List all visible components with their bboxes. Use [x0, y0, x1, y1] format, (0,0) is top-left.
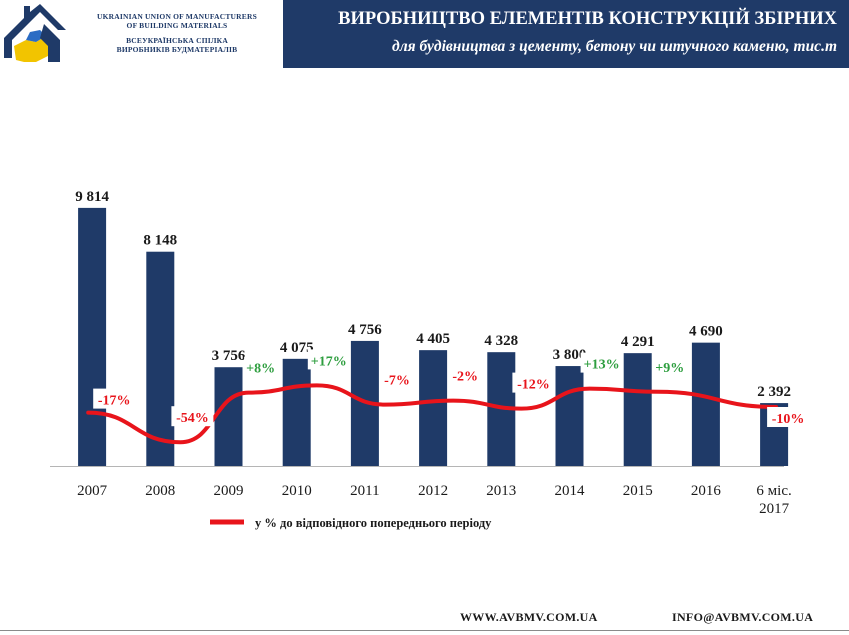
bar-value-label-2: 3 756 [212, 348, 246, 364]
percent-change-line [86, 383, 779, 445]
logo-en-line-1: UKRAINIAN UNION OF MANUFACTURERS [97, 12, 257, 21]
bar-5 [419, 350, 448, 466]
bar-value-label-0: 9 814 [75, 189, 109, 205]
bar-value-label-5: 4 405 [416, 331, 450, 347]
bar-9 [691, 342, 720, 466]
x-tick-label-1: 2008 [145, 483, 175, 499]
bar-value-label-7: 3 800 [553, 347, 587, 363]
x-tick-label-5: 2012 [418, 483, 448, 499]
page-subtitle: для будівництва з цементу, бетону чи шту… [392, 38, 837, 55]
x-tick-label-9: 2016 [691, 483, 722, 499]
percent-label-0: -17% [98, 394, 131, 409]
bar-value-label-8: 4 291 [621, 334, 655, 350]
percent-label-1: -54% [176, 411, 209, 426]
bar-line-chart: 9 814 2007 8 148 2008 3 756 2009 4 075 2010 4 75… [50, 188, 810, 530]
percent-label-bg-7 [580, 352, 623, 373]
percent-label-bg-9 [767, 407, 810, 427]
x-tick-label-8: 2015 [623, 483, 653, 499]
footer-email[interactable]: INFO@AVBMV.COM.UA [672, 610, 814, 624]
x-tick-label-4: 2011 [350, 483, 379, 499]
title-bar: ВИРОБНИЦТВО ЕЛЕМЕНТІВ КОНСТРУКЦІЙ ЗБІРНИ… [283, 0, 849, 68]
percent-label-7: +13% [584, 358, 620, 373]
bar-3 [282, 358, 311, 466]
bar-7 [555, 366, 584, 466]
percent-label-6: -12% [517, 378, 550, 393]
bar-value-label-3: 4 075 [280, 340, 314, 356]
percent-label-bg-6 [512, 372, 555, 393]
page-title: ВИРОБНИЦТВО ЕЛЕМЕНТІВ КОНСТРУКЦІЙ ЗБІРНИ… [338, 9, 837, 29]
percent-label-5: -2% [452, 370, 478, 385]
bar-8 [623, 353, 652, 466]
bar-1 [146, 251, 175, 466]
footer-website[interactable]: WWW.AVBMV.COM.UA [460, 610, 598, 624]
bar-value-label-9: 4 690 [689, 324, 723, 340]
logo-house-icon [4, 4, 66, 62]
x-tick-label-6: 2013 [486, 483, 516, 499]
footer-divider [0, 630, 849, 631]
percent-label-bg-1 [171, 406, 214, 427]
bar-value-label-10: 2 392 [757, 384, 791, 400]
x-tick-label-10: 6 міс. 2017 [756, 483, 791, 517]
percent-label-bg-2 [244, 356, 278, 377]
bar-value-label-4: 4 756 [348, 322, 382, 338]
bar-value-label-1: 8 148 [143, 233, 177, 249]
legend-label: у % до відповідного попереднього періоду [255, 516, 492, 530]
logo-en-line-2: OF BUILDING MATERIALS [126, 21, 228, 30]
bar-value-label-6: 4 328 [484, 333, 518, 349]
x-tick-label-7: 2014 [555, 483, 586, 499]
bar-0 [78, 207, 107, 467]
percent-label-bg-3 [307, 349, 350, 370]
percent-label-bg-5 [448, 364, 482, 385]
x-tick-label-3: 2010 [282, 483, 312, 499]
header-logo: UKRAINIAN UNION OF MANUFACTURERS OF BUIL… [0, 0, 280, 68]
logo-ua-line-2: ВИРОБНИКІВ БУДМАТЕРІАЛІВ [116, 45, 238, 54]
x-tick-label-2: 2009 [214, 483, 244, 499]
percent-label-3: +17% [311, 354, 347, 369]
x-tick-label-0: 2007 [77, 483, 108, 499]
percent-label-bg-8 [653, 355, 687, 376]
percent-label-4: -7% [384, 374, 410, 389]
percent-label-8: +9% [655, 361, 684, 376]
bar-2 [214, 367, 243, 466]
percent-label-bg-0 [93, 388, 136, 409]
percent-label-bg-4 [380, 368, 414, 389]
percent-label-9: -10% [772, 412, 805, 427]
logo-ua-line-1: ВСЕУКРАЇНСЬКА СПІЛКА [126, 36, 228, 45]
percent-label-2: +8% [246, 362, 275, 377]
